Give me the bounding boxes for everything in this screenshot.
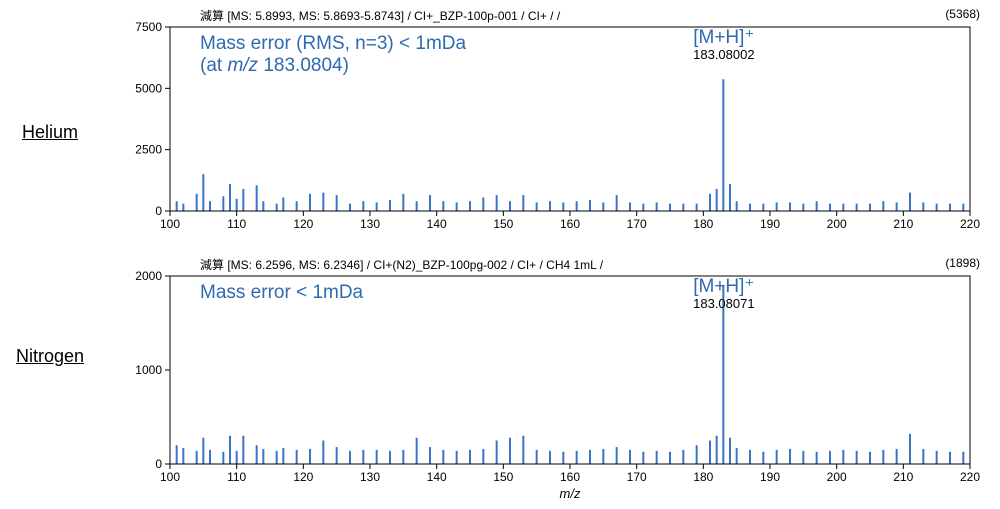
- y-tick-label: 2000: [135, 269, 162, 283]
- x-tick-label: 140: [427, 470, 447, 484]
- y-tick-label: 5000: [135, 81, 162, 95]
- x-tick-label: 130: [360, 470, 380, 484]
- mass-error-annotation: Mass error < 1mDa: [200, 282, 364, 303]
- page-root: Helium Nitrogen 減算 [MS: 5.8993, MS: 5.86…: [0, 0, 1000, 509]
- x-tick-label: 150: [493, 217, 513, 231]
- y-tick-label: 0: [155, 204, 162, 218]
- mass-error-annotation: Mass error (RMS, n=3) < 1mDa: [200, 33, 466, 54]
- x-tick-label: 170: [627, 217, 647, 231]
- x-axis-caption: m/z: [560, 486, 581, 501]
- spectrum-svg: 0 2500 5000 7500 100 110 120 130 140 150 160 170 180…: [100, 5, 980, 237]
- x-tick-label: 180: [693, 217, 713, 231]
- x-tick-label: 220: [960, 217, 980, 231]
- x-tick-label: 140: [427, 217, 447, 231]
- x-tick-label: 170: [627, 470, 647, 484]
- chart-title-right: (5368): [945, 7, 980, 21]
- spectrum-chart-helium: 減算 [MS: 5.8993, MS: 5.8693-5.8743] / CI+…: [100, 5, 990, 254]
- x-tick-label: 210: [893, 217, 913, 231]
- x-tick-label: 210: [893, 470, 913, 484]
- x-tick-label: 190: [760, 217, 780, 231]
- x-tick-label: 100: [160, 470, 180, 484]
- molecular-ion-label: [M+H]⁺: [693, 276, 754, 297]
- x-tick-label: 120: [293, 470, 313, 484]
- chart-title-right: (1898): [945, 256, 980, 270]
- x-tick-label: 130: [360, 217, 380, 231]
- chart-title-left: 減算 [MS: 6.2596, MS: 6.2346] / CI+(N2)_BZ…: [200, 256, 603, 273]
- side-label-column: Helium Nitrogen: [0, 0, 100, 509]
- y-tick-label: 7500: [135, 20, 162, 34]
- peak-value-label: 183.08071: [693, 296, 754, 311]
- peak-value-label: 183.08002: [693, 47, 754, 62]
- plot-background: [170, 276, 970, 464]
- x-tick-label: 220: [960, 470, 980, 484]
- chart-title-left: 減算 [MS: 5.8993, MS: 5.8693-5.8743] / CI+…: [200, 7, 560, 24]
- x-tick-label: 100: [160, 217, 180, 231]
- x-tick-label: 160: [560, 217, 580, 231]
- x-tick-label: 200: [827, 470, 847, 484]
- spectrum-svg: 0 1000 2000 100 110 120 130 140 150 160 170 180 190 2…: [100, 254, 980, 504]
- spectrum-chart-nitrogen: 減算 [MS: 6.2596, MS: 6.2346] / CI+(N2)_BZ…: [100, 254, 990, 504]
- x-tick-label: 160: [560, 470, 580, 484]
- y-tick-label: 2500: [135, 143, 162, 157]
- x-tick-label: 190: [760, 470, 780, 484]
- x-tick-label: 110: [227, 217, 246, 231]
- molecular-ion-label: [M+H]⁺: [693, 27, 754, 48]
- label-helium: Helium: [22, 122, 78, 143]
- y-tick-label: 1000: [135, 363, 162, 377]
- x-tick-label: 150: [493, 470, 513, 484]
- mass-error-annotation: (at m/z 183.0804): [200, 55, 349, 76]
- x-tick-label: 200: [827, 217, 847, 231]
- x-tick-label: 120: [293, 217, 313, 231]
- y-tick-label: 0: [155, 457, 162, 471]
- x-tick-label: 110: [227, 470, 246, 484]
- x-tick-label: 180: [693, 470, 713, 484]
- label-nitrogen: Nitrogen: [16, 346, 84, 367]
- charts-column: 減算 [MS: 5.8993, MS: 5.8693-5.8743] / CI+…: [100, 0, 1000, 509]
